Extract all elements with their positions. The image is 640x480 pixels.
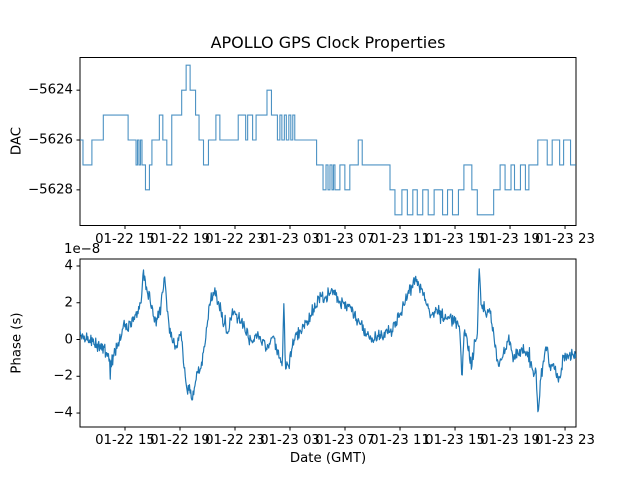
axes-top <box>76 57 577 229</box>
x-tick-label: 01-23 23 <box>535 231 595 247</box>
x-tick-label: 01-22 23 <box>205 433 265 448</box>
axis-ticks <box>76 265 566 431</box>
x-tick-label: 01-23 15 <box>425 433 485 448</box>
x-tick-label: 01-23 15 <box>425 231 485 247</box>
x-tick-label: 01-23 07 <box>315 231 375 247</box>
axes-spines <box>79 57 577 226</box>
y-tick-label: 2 <box>64 295 73 311</box>
x-tick-label: 01-23 07 <box>315 433 375 448</box>
x-tick-label: 01-23 03 <box>260 231 320 247</box>
x-tick-label: 01-22 15 <box>95 433 155 448</box>
x-tick-label: 01-22 19 <box>150 231 210 247</box>
y-tick-label: −2 <box>53 368 73 384</box>
x-tick-label: 01-22 23 <box>205 231 265 247</box>
axes-bottom <box>76 258 577 431</box>
x-tick-label: 01-23 19 <box>480 433 540 448</box>
axes-spines <box>79 258 577 428</box>
top-y-axis-label: DAC <box>9 126 25 156</box>
axis-ticks <box>76 89 566 229</box>
x-tick-label: 01-22 15 <box>95 231 155 247</box>
x-tick-label: 01-23 23 <box>535 433 595 448</box>
x-tick-label: 01-23 11 <box>370 231 430 247</box>
chart-title: APOLLO GPS Clock Properties <box>210 33 446 52</box>
y-tick-label: −5628 <box>28 182 73 198</box>
x-tick-label: 01-23 03 <box>260 433 320 448</box>
bottom-y-axis-label: Phase (s) <box>9 312 25 374</box>
y-tick-label: −5624 <box>28 82 73 98</box>
y-tick-label: −4 <box>53 405 73 421</box>
phase-line <box>80 268 576 413</box>
x-axis-label: Date (GMT) <box>289 451 367 466</box>
y-tick-label: −5626 <box>28 132 73 148</box>
y-tick-label: 4 <box>64 258 73 274</box>
dac-step-line <box>80 64 576 216</box>
x-tick-label: 01-23 19 <box>480 231 540 247</box>
x-tick-label: 01-23 11 <box>370 433 430 448</box>
y-tick-label: 0 <box>64 331 73 347</box>
x-tick-label: 01-22 19 <box>150 433 210 448</box>
y-offset-text: 1e−8 <box>64 242 101 257</box>
